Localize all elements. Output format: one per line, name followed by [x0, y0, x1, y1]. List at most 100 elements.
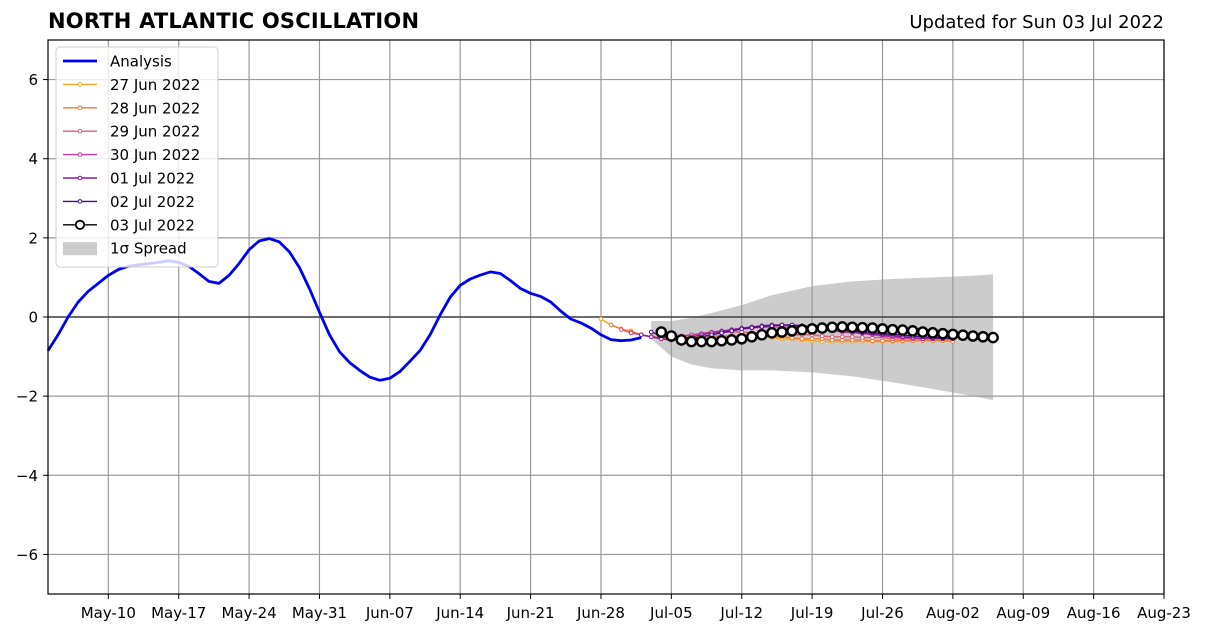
y-tick-label: −4 — [16, 467, 38, 485]
legend-label: 29 Jun 2022 — [110, 123, 200, 141]
forecast-point — [816, 322, 828, 334]
forecast-point — [598, 316, 604, 322]
x-tick-label: Jun-28 — [576, 604, 625, 622]
legend-marker — [77, 105, 83, 111]
legend-box — [55, 46, 219, 268]
forecast-point — [896, 324, 909, 336]
forecast-point — [776, 326, 788, 338]
forecast-point — [648, 329, 654, 335]
axes-layer: May-10 May-17 May-24 May-31 Jun-07 Jun-14 Jun-… — [16, 39, 1191, 622]
forecast-point — [937, 327, 949, 340]
forecast-point — [695, 335, 708, 348]
forecast-point — [947, 328, 959, 341]
legend-marker — [77, 175, 83, 181]
chart-title: NORTH ATLANTIC OSCILLATION — [48, 9, 420, 33]
y-tick-label: 2 — [28, 229, 38, 247]
y-tick-label: 6 — [28, 71, 38, 89]
forecast-point — [826, 321, 839, 334]
x-tick-label: Jun-07 — [365, 604, 414, 622]
forecast-point — [829, 334, 835, 340]
forecast-point — [836, 321, 849, 333]
x-tick-label: Jul-12 — [719, 604, 763, 622]
legend-label: 03 Jul 2022 — [110, 216, 195, 234]
x-tick-label: Jul-26 — [860, 604, 904, 622]
forecast-point — [856, 321, 869, 334]
forecast-point — [608, 322, 614, 328]
legend-marker — [77, 199, 83, 204]
legend-label: 30 Jun 2022 — [110, 146, 200, 164]
legend-spread-swatch — [63, 242, 97, 256]
updated-date-label: Updated for Sun 03 Jul 2022 — [909, 12, 1164, 33]
forecast-point — [759, 324, 765, 329]
x-tick-label: Aug-23 — [1137, 604, 1191, 622]
forecast-point — [729, 328, 734, 334]
forecast-point — [665, 330, 678, 342]
forecast-point — [715, 334, 728, 347]
legend-marker — [77, 152, 83, 157]
x-tick-label: Aug-09 — [996, 604, 1050, 622]
forecast-point — [786, 325, 798, 337]
x-tick-label: Aug-16 — [1067, 604, 1121, 622]
legend: Analysis 27 Jun 2022 28 Jun 2022 29 Jun 202… — [55, 46, 219, 268]
legend-marker — [74, 219, 86, 230]
legend-label: 27 Jun 2022 — [110, 76, 200, 94]
forecast-point — [987, 331, 999, 344]
forecast-point — [860, 335, 865, 340]
forecast-point — [779, 322, 785, 328]
forecast-point — [846, 321, 859, 334]
forecast-point — [806, 323, 818, 335]
forecast-point — [638, 332, 644, 338]
forecast-point — [916, 326, 929, 338]
x-tick-label: May-24 — [221, 604, 276, 622]
legend-label: 01 Jul 2022 — [110, 170, 195, 188]
forecast-point — [957, 329, 969, 342]
forecast-point — [866, 322, 879, 334]
forecast-point — [926, 327, 939, 339]
x-tick-label: Jul-19 — [790, 604, 834, 622]
y-tick-label: −2 — [16, 388, 38, 406]
y-tick-label: 4 — [28, 150, 38, 168]
forecast-point — [977, 330, 989, 343]
x-tick-label: Aug-02 — [926, 604, 980, 622]
y-tick-label: 0 — [28, 309, 38, 327]
forecast-point — [725, 334, 738, 346]
forecast-point — [655, 326, 668, 338]
x-tick-label: May-10 — [81, 604, 136, 622]
legend-label: 28 Jun 2022 — [110, 99, 200, 117]
legend-label: 02 Jul 2022 — [110, 193, 195, 211]
forecast-point — [850, 334, 855, 340]
x-tick-label: Jun-21 — [506, 604, 555, 622]
x-tick-label: May-31 — [292, 604, 347, 622]
forecast-point — [685, 335, 698, 348]
series-layer — [46, 237, 999, 382]
forecast-point — [799, 336, 805, 342]
legend-label: 1σ Spread — [110, 240, 187, 258]
legend-marker — [77, 128, 83, 134]
x-tick-label: Jul-05 — [649, 604, 693, 622]
forecast-point — [766, 327, 778, 339]
x-tick-label: May-17 — [151, 604, 206, 622]
forecast-point — [739, 326, 745, 332]
forecast-point — [735, 332, 748, 345]
forecast-point — [809, 336, 815, 342]
forecast-point — [906, 325, 919, 337]
forecast-point — [618, 327, 624, 332]
forecast-point — [796, 323, 808, 336]
forecast-point — [967, 330, 979, 342]
forecast-point — [628, 330, 634, 336]
forecast-point — [719, 330, 724, 336]
forecast-point — [745, 330, 758, 343]
forecast-point — [648, 334, 654, 340]
legend-label: Analysis — [110, 53, 172, 71]
legend-marker — [77, 82, 83, 87]
forecast-point — [675, 334, 688, 346]
forecast-point — [819, 333, 825, 339]
forecast-point — [876, 323, 889, 335]
x-tick-label: Jun-14 — [435, 604, 484, 622]
forecast-point — [705, 335, 718, 348]
forecast-point — [769, 323, 775, 329]
forecast-point — [886, 323, 899, 336]
forecast-point — [756, 329, 768, 341]
forecast-point — [749, 325, 755, 330]
